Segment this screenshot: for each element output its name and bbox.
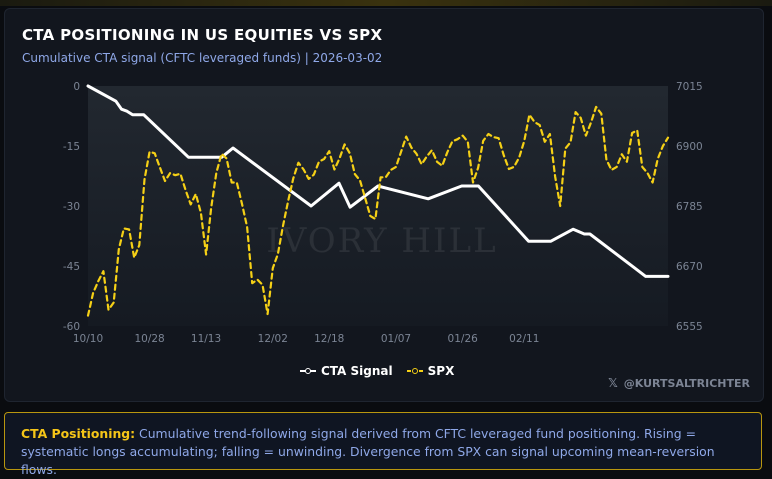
right-tick-label: 6555	[676, 321, 703, 333]
author-credit[interactable]: 𝕏 @KURTSALTRICHTER	[608, 376, 750, 390]
note-text: CTA Positioning: Cumulative trend-follow…	[21, 425, 751, 479]
right-axis: 7015 6900 6785 6670 6555	[676, 81, 703, 333]
legend-item-cta[interactable]: CTA Signal	[300, 364, 393, 378]
cta-signal-line	[86, 84, 670, 278]
left-tick-label: -60	[63, 321, 80, 333]
x-tick-label: 11/13	[191, 333, 221, 345]
x-tick-label: 02/11	[509, 333, 539, 345]
legend-spx-label: SPX	[427, 364, 455, 378]
legend-cta-label: CTA Signal	[321, 364, 393, 378]
x-tick-label: 10/28	[134, 333, 164, 345]
left-tick-label: -45	[63, 261, 80, 273]
right-tick-label: 6670	[676, 261, 703, 273]
x-logo-icon: 𝕏	[608, 376, 618, 390]
right-tick-label: 7015	[676, 81, 703, 93]
left-tick-label: -15	[63, 141, 80, 153]
info-note: CTA Positioning: Cumulative trend-follow…	[4, 412, 762, 477]
chart-subtitle: Cumulative CTA signal (CFTC leveraged fu…	[22, 51, 383, 65]
author-handle: @KURTSALTRICHTER	[623, 376, 750, 390]
spx-line	[86, 105, 670, 317]
x-tick-label: 01/07	[381, 333, 411, 345]
series-layer	[86, 84, 670, 317]
left-tick-label: -30	[63, 201, 80, 213]
legend-cta-swatch	[300, 366, 316, 376]
x-tick-label: 01/26	[448, 333, 479, 345]
chart-title: CTA POSITIONING IN US EQUITIES VS SPX	[22, 26, 383, 44]
legend-spx-swatch	[406, 366, 423, 376]
watermark-text: IVORY HILL	[266, 221, 497, 261]
left-axis: 0 -15 -30 -45 -60	[63, 81, 80, 333]
legend-item-spx[interactable]: SPX	[406, 364, 455, 378]
x-tick-label: 12/18	[314, 333, 344, 345]
note-body: Cumulative trend-following signal derive…	[21, 426, 715, 477]
right-tick-label: 6900	[676, 141, 703, 153]
x-axis: 10/10 10/28 11/13 12/02 12/18 01/07 01/26 02/11	[73, 333, 540, 345]
right-tick-label: 6785	[676, 201, 703, 213]
note-heading: CTA Positioning:	[21, 426, 136, 441]
left-tick-label: 0	[73, 81, 80, 93]
top-accent-bar	[0, 0, 772, 6]
chart-legend: CTA Signal SPX	[300, 364, 454, 378]
x-tick-label: 12/02	[258, 333, 288, 345]
x-tick-label: 10/10	[73, 333, 103, 345]
